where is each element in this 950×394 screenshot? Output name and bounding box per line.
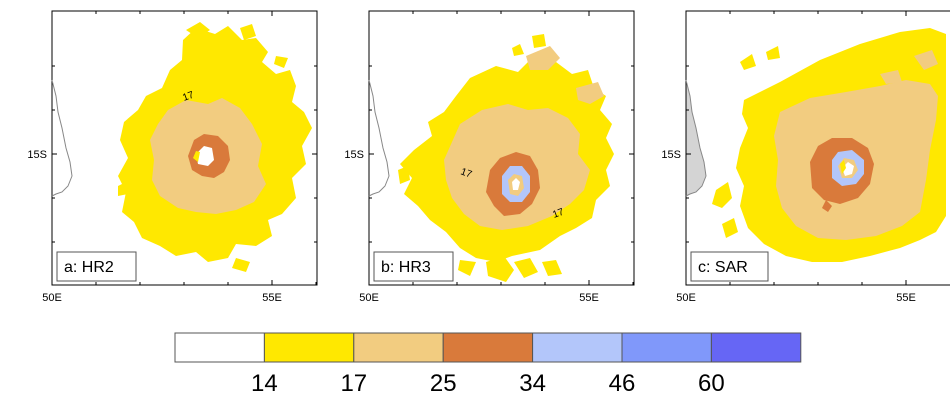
- colorbar-level-label: 46: [609, 370, 636, 394]
- colorbar-swatch: [442, 332, 534, 363]
- colorbar-swatch: [621, 332, 712, 363]
- panel-hr3: 15S 50E 55E 17 17 b: HR3: [344, 10, 635, 304]
- coastline: [51, 79, 73, 197]
- lat-label: 15S: [27, 149, 47, 161]
- lon-label-east: 55E: [262, 292, 282, 304]
- panel-hr2: 15S 50E 55E 17 a: HR2: [27, 10, 318, 304]
- lon-label-west: 50E: [676, 292, 696, 304]
- axis-ticks: [368, 11, 634, 285]
- colorbar-level-label: 34: [519, 370, 546, 394]
- colorbar-level-label: 60: [698, 370, 725, 394]
- colorbar-swatch: [353, 332, 444, 363]
- colorbar-swatch: [710, 332, 802, 363]
- panel-tag: a: HR2: [56, 251, 137, 282]
- coastline: [685, 79, 707, 197]
- panel-tag: b: HR3: [373, 251, 454, 282]
- contour-label: 17: [551, 207, 566, 221]
- lon-label-west: 50E: [42, 292, 62, 304]
- panel-sar: 15S 50E 55E c: SAR: [661, 10, 950, 304]
- contour-label: 17: [181, 90, 196, 104]
- colorbar-swatch: [174, 332, 265, 363]
- panel-tag: c: SAR: [690, 251, 769, 282]
- axis-ticks: [685, 11, 907, 285]
- colorbar-swatch: [263, 332, 355, 363]
- lon-label-east: 55E: [896, 292, 916, 304]
- axis-ticks: [51, 11, 317, 285]
- lat-label: 15S: [661, 149, 681, 161]
- lon-label-east: 55E: [579, 292, 599, 304]
- panel-label: c: SAR: [698, 259, 748, 276]
- lat-label: 15S: [344, 149, 364, 161]
- panel-label: b: HR3: [381, 259, 431, 276]
- colorbar-level-label: 14: [251, 370, 278, 394]
- field-hr3: [398, 34, 614, 282]
- coastline: [368, 79, 390, 197]
- lon-label-west: 50E: [359, 292, 379, 304]
- colorbar-level-label: 25: [430, 370, 457, 394]
- panel-label: a: HR2: [64, 259, 114, 276]
- field-sar: [686, 28, 946, 262]
- contour-label: 17: [459, 166, 474, 180]
- colorbar-swatch: [532, 332, 623, 363]
- field-hr2: [118, 22, 312, 272]
- colorbar: 14 17 25 34 46 60: [174, 332, 802, 394]
- colorbar-level-label: 17: [340, 370, 367, 394]
